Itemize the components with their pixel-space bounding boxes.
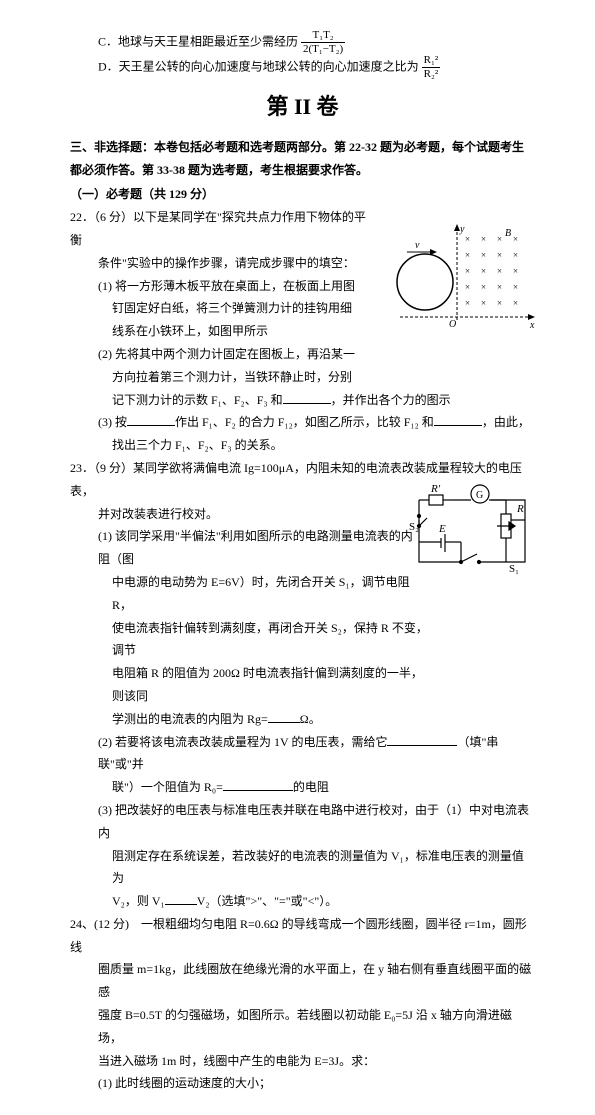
q23-s3d: V₂（选填">"、"="或"<"）。: [197, 894, 338, 908]
q23-s3a: (3) 把改装好的电压表与标准电压表并联在电路中进行校对，由于（1）中对电流表内: [70, 799, 535, 845]
svg-text:S₂: S₂: [409, 521, 419, 533]
svg-text:×: ×: [465, 282, 470, 292]
q22-s3-line1: (3) 按 作出 F₁、F₂ 的合力 F₁₂，如图乙所示，比较 F₁₂ 和 ，由此，: [70, 411, 535, 434]
q23-s1a: (1) 该同学采用"半偏法"利用如图所示的电路测量电流表的内阻（图: [70, 525, 418, 571]
option-c-frac: T₁T₂ 2(T₁−T₂): [301, 30, 345, 55]
q22-s1b: 钉固定好白纸，将三个弹簧测力计的挂钩用细: [70, 297, 412, 320]
q23-s1f: Ω。: [300, 712, 321, 726]
svg-text:×: ×: [481, 250, 486, 260]
q22-s3a: (3) 按: [98, 415, 127, 429]
q22-s2a: (2) 先将其中两个测力计固定在图板上，再沿某一: [70, 343, 398, 366]
svg-text:×: ×: [481, 282, 486, 292]
q22-s3d: 找出三个力 F₁、F₂、F₃ 的关系。: [70, 434, 535, 457]
option-d: D．天王星公转的向心加速度与地球公转的向心加速度之比为 R₁² R₂²: [70, 55, 535, 80]
q24-l4: 当进入磁场 1m 时，线圈中产生的电能为 E=3J。求：: [70, 1050, 535, 1073]
q23-s1e: 学测出的电流表的内阻为 Rg=: [112, 712, 268, 726]
svg-text:×: ×: [513, 266, 518, 276]
svg-text:S₁: S₁: [509, 563, 519, 575]
svg-text:×: ×: [497, 266, 502, 276]
svg-text:×: ×: [465, 298, 470, 308]
section-title: 第 II 卷: [70, 86, 535, 128]
svg-text:×: ×: [465, 266, 470, 276]
q23-s2-line2: 联"）一个阻值为 R₀= 的电阻: [70, 776, 535, 799]
q23-s3c: V₂，则 V₁: [112, 894, 165, 908]
option-d-frac: R₁² R₂²: [422, 55, 440, 80]
q24-l3: 强度 B=0.5T 的匀强磁场，如图所示。若线圈以初动能 E₀=5J 沿 x 轴…: [70, 1004, 535, 1050]
subsection-head: （一）必考题（共 129 分）: [70, 183, 535, 206]
svg-text:R': R': [430, 483, 441, 495]
q24-s1: (1) 此时线圈的运动速度的大小；: [70, 1072, 535, 1095]
svg-text:×: ×: [497, 282, 502, 292]
blank-1: [283, 391, 331, 404]
svg-text:×: ×: [497, 234, 502, 244]
q23-s3-line: V₂，则 V₁ V₂（选填">"、"="或"<"）。: [70, 890, 535, 913]
blank-6: [223, 778, 293, 791]
q23-s1b: 中电源的电动势为 E=6V）时，先闭合开关 S₁，调节电阻 R，: [70, 571, 432, 617]
svg-text:v: v: [415, 240, 420, 251]
q23-s2c: 联"）一个阻值为 R₀=: [112, 780, 223, 794]
figure-2: G S₂ E R' R S₁: [409, 482, 535, 576]
q24: 24、(12 分) 一根粗细均匀电阻 R=0.6Ω 的导线弯成一个圆形线圈，圆半…: [70, 913, 535, 1095]
q22-l2: 条件"实验中的操作步骤，请完成步骤中的填空：: [70, 252, 398, 275]
svg-text:G: G: [476, 490, 483, 501]
option-d-text: D．天王星公转的向心加速度与地球公转的向心加速度之比为: [98, 59, 419, 73]
q22-s2-line: 记下测力计的示数 F₁、F₂、F₃ 和 ，并作出各个力的图示: [70, 389, 535, 412]
svg-text:×: ×: [513, 298, 518, 308]
svg-text:×: ×: [465, 250, 470, 260]
svg-text:×: ×: [465, 234, 470, 244]
q22-s1a: (1) 将一方形薄木板平放在桌面上，在板面上用图: [70, 275, 398, 298]
option-c-text: C．地球与天王星相距最近至少需经历: [98, 34, 298, 48]
svg-text:×: ×: [481, 266, 486, 276]
figure-1: y x O v ×××× ×××× ×××× ×××× ×××× B: [385, 222, 535, 332]
q23-s2-line1: (2) 若要将该电流表改装成量程为 1V 的电压表，需给它（填"串联"或"并: [70, 731, 535, 777]
q23-s3b: 阻测定存在系统误差，若改装好的电流表的测量值为 V₁，标准电压表的测量值为: [70, 845, 535, 891]
svg-text:×: ×: [513, 234, 518, 244]
option-c: C．地球与天王星相距最近至少需经历 T₁T₂ 2(T₁−T₂): [70, 30, 535, 55]
q22-s1c: 线系在小铁环上，如图甲所示: [70, 320, 412, 343]
blank-2: [127, 413, 175, 426]
svg-text:×: ×: [513, 282, 518, 292]
q22-s2d: ，并作出各个力的图示: [331, 393, 451, 407]
svg-text:x: x: [529, 320, 535, 331]
q23-s2d: 的电阻: [293, 780, 329, 794]
q23-s1c: 使电流表指针偏转到满刻度，再闭合开关 S₂，保持 R 不变，调节: [70, 617, 432, 663]
svg-text:R: R: [516, 503, 524, 515]
svg-text:×: ×: [497, 298, 502, 308]
svg-text:O: O: [449, 319, 456, 330]
q24-l2: 圈质量 m=1kg，此线圈放在绝缘光滑的水平面上，在 y 轴右侧有垂直线圈平面的…: [70, 958, 535, 1004]
blank-3: [434, 413, 482, 426]
q22-s2b: 方向拉着第三个测力计，当铁环静止时，分别: [70, 366, 412, 389]
q23-s2a: (2) 若要将该电流表改装成量程为 1V 的电压表，需给它: [98, 735, 387, 749]
svg-text:×: ×: [481, 298, 486, 308]
svg-text:×: ×: [513, 250, 518, 260]
q22-s3b: 作出 F₁、F₂ 的合力 F₁₂，如图乙所示，比较 F₁₂ 和: [175, 415, 434, 429]
svg-text:×: ×: [481, 234, 486, 244]
svg-text:×: ×: [497, 250, 502, 260]
q22-s3c: ，由此，: [482, 415, 530, 429]
q22-head: 22．（6 分）以下是某同学在"探究共点力作用下物体的平衡: [70, 206, 370, 252]
q23-s1-line: 学测出的电流表的内阻为 Rg= Ω。: [70, 708, 535, 731]
svg-text:E: E: [438, 523, 446, 535]
blank-5: [387, 733, 457, 746]
blank-7: [165, 892, 197, 905]
q24-head: 24、(12 分) 一根粗细均匀电阻 R=0.6Ω 的导线弯成一个圆形线圈，圆半…: [70, 913, 535, 959]
section-3-head: 三、非选择题：本卷包括必考题和选考题两部分。第 22-32 题为必考题，每个试题…: [70, 136, 535, 182]
q23-s1d: 电阻箱 R 的阻值为 200Ω 时电流表指针偏到满刻度的一半，则该同: [70, 662, 432, 708]
blank-4: [268, 710, 300, 723]
svg-text:B: B: [505, 228, 511, 239]
q22-s2c: 记下测力计的示数 F₁、F₂、F₃ 和: [112, 393, 283, 407]
